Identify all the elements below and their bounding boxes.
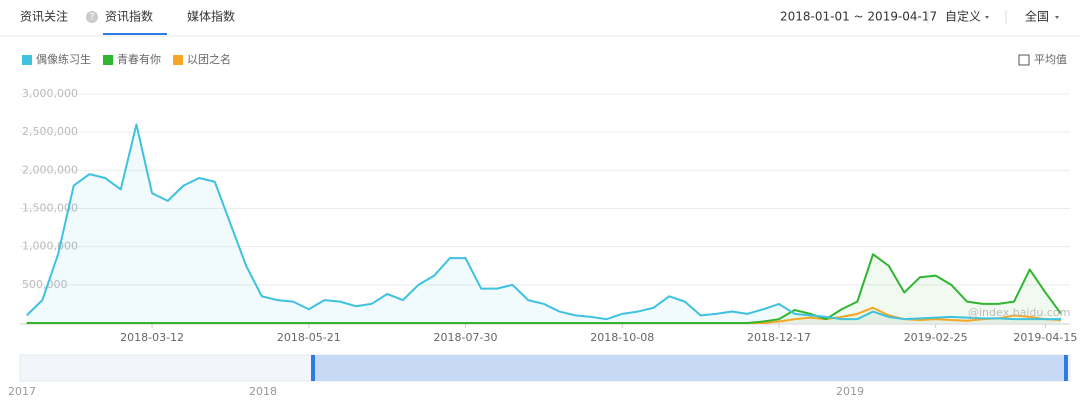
- x-tick-label: 2018-07-30: [434, 331, 498, 344]
- plot: 500,000 1,000,000 1,500,000 2,000,000 2,500,…: [20, 87, 1077, 344]
- y-tick-label: 1,500,000: [22, 202, 78, 215]
- legend-swatch: [173, 55, 183, 65]
- header: 资讯关注 ? 资讯指数 媒体指数 2018-01-01 ~ 2019-04-17…: [0, 9, 1080, 37]
- x-tick-label: 2019-02-25: [904, 331, 968, 344]
- y-tick-label: 2,500,000: [22, 125, 78, 138]
- legend-label[interactable]: 偶像练习生: [36, 52, 91, 66]
- tab[interactable]: 媒体指数: [187, 9, 235, 24]
- help-icon-glyph: ?: [90, 13, 95, 23]
- y-tick-label: 2,000,000: [22, 163, 78, 176]
- custom-dropdown[interactable]: 自定义: [945, 9, 981, 24]
- legend-swatch: [22, 55, 32, 65]
- watermark: @index.baidu.com: [968, 306, 1070, 319]
- x-tick-label: 2018-10-08: [590, 331, 654, 344]
- checkbox[interactable]: [1018, 54, 1030, 66]
- region-dropdown[interactable]: 全国: [1025, 9, 1049, 24]
- date-range[interactable]: 2018-01-01 ~ 2019-04-17: [780, 10, 937, 24]
- legend: 偶像练习生 青春有你 以团之名: [22, 52, 231, 66]
- legend-swatch: [103, 55, 113, 65]
- help-icon[interactable]: [86, 11, 98, 23]
- y-tick-label: 1,000,000: [22, 240, 78, 253]
- y-tick-label: 500,000: [22, 278, 68, 291]
- x-tick-label: 2018-05-21: [277, 331, 341, 344]
- average-toggle[interactable]: 平均值: [1034, 53, 1067, 66]
- series-area: [26, 254, 1062, 323]
- tab-underline: [103, 33, 167, 35]
- x-tick-label: 2019-04-15: [1013, 331, 1077, 344]
- dropdown-arrow: [1055, 16, 1059, 19]
- navigator-label: 2018: [249, 385, 277, 398]
- navigator: 2017 2018 2019: [8, 354, 1071, 398]
- navigator-selection[interactable]: [313, 355, 1066, 381]
- y-tick-label: 3,000,000: [22, 87, 78, 100]
- navigator-handle[interactable]: [1064, 355, 1068, 381]
- series-line: [26, 123, 1062, 321]
- navigator-handle[interactable]: [311, 355, 315, 381]
- x-tick-label: 2018-03-12: [120, 331, 184, 344]
- navigator-label: 2019: [836, 385, 864, 398]
- legend-label[interactable]: 以团之名: [187, 52, 231, 66]
- header-title: 资讯关注: [20, 9, 68, 24]
- navigator-label: 2017: [8, 385, 36, 398]
- tab-active[interactable]: 资讯指数: [105, 9, 153, 24]
- series-area: [26, 124, 1062, 324]
- dropdown-arrow: [985, 16, 989, 19]
- x-tick-label: 2018-12-17: [747, 331, 811, 344]
- series-line: [26, 253, 1062, 324]
- legend-label[interactable]: 青春有你: [117, 52, 161, 66]
